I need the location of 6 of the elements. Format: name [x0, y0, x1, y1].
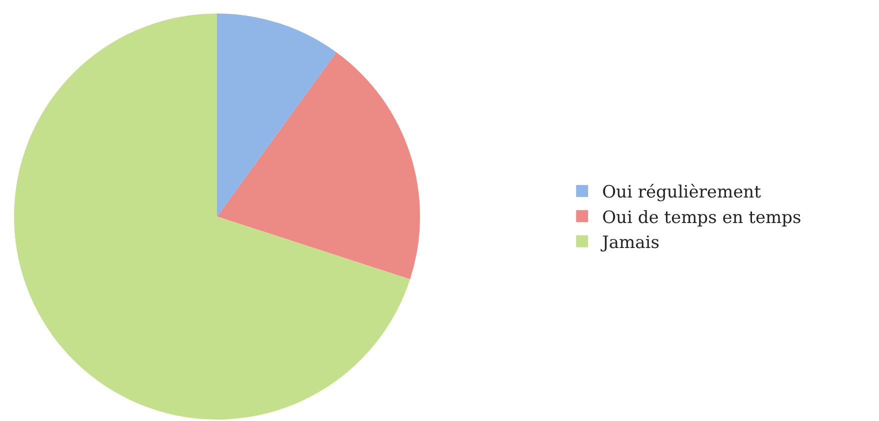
legend-label: Oui de temps en temps: [602, 208, 802, 228]
pie-slice: [217, 14, 336, 216]
pie-slice: [14, 14, 410, 420]
pie-slice: [217, 52, 420, 280]
legend-label: Jamais: [600, 232, 660, 253]
legend-label: Oui régulièrement: [602, 182, 762, 203]
